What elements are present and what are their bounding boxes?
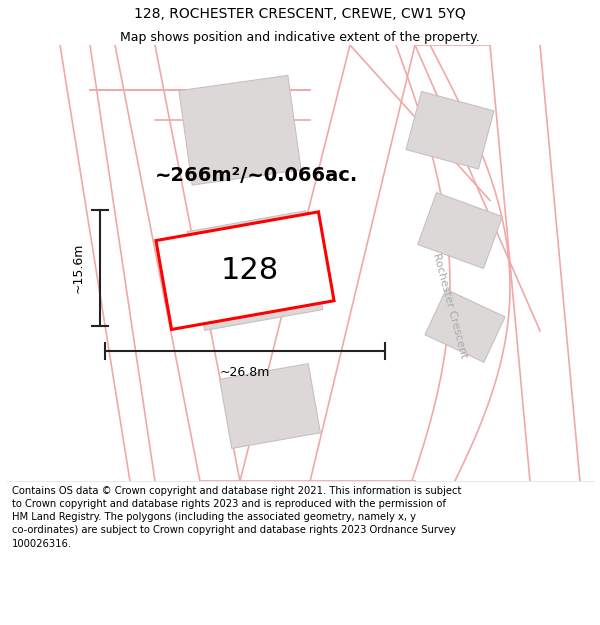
Text: 128, ROCHESTER CRESCENT, CREWE, CW1 5YQ: 128, ROCHESTER CRESCENT, CREWE, CW1 5YQ [134, 7, 466, 21]
Text: Contains OS data © Crown copyright and database right 2021. This information is : Contains OS data © Crown copyright and d… [12, 486, 461, 549]
Polygon shape [179, 76, 301, 185]
Text: ~266m²/~0.066ac.: ~266m²/~0.066ac. [155, 166, 358, 185]
Polygon shape [187, 211, 323, 331]
Text: Map shows position and indicative extent of the property.: Map shows position and indicative extent… [120, 31, 480, 44]
Polygon shape [156, 212, 334, 329]
Polygon shape [425, 289, 505, 362]
Text: 128: 128 [221, 256, 279, 285]
Text: ~26.8m: ~26.8m [220, 366, 270, 379]
Polygon shape [406, 91, 494, 169]
Polygon shape [418, 192, 502, 269]
Polygon shape [220, 364, 320, 449]
Text: Rochester Crescent: Rochester Crescent [431, 252, 469, 359]
Text: ~15.6m: ~15.6m [72, 243, 85, 293]
